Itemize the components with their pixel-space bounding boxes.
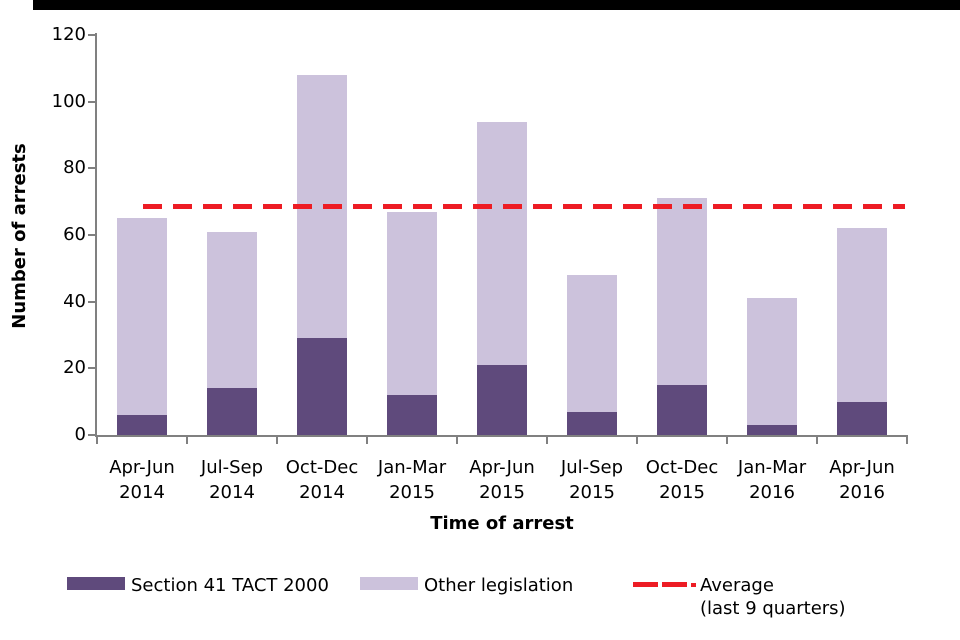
- x-tick-mark: [906, 437, 908, 444]
- bar-segment-other: [207, 231, 257, 389]
- y-tick-mark: [88, 434, 96, 436]
- x-category-label-line: 2014: [299, 482, 345, 503]
- bar-segment-section41: [387, 395, 437, 435]
- y-tick-mark: [88, 234, 96, 236]
- legend-swatch-section41: [67, 577, 125, 590]
- y-tick-label: 60: [63, 224, 86, 245]
- y-tick-label: 40: [63, 290, 86, 312]
- bar-segment-other: [387, 211, 437, 395]
- bar-segment-section41: [747, 425, 797, 435]
- x-tick-mark: [636, 437, 638, 444]
- x-category-label-line: 2014: [209, 482, 255, 503]
- x-tick-mark: [186, 437, 188, 444]
- bar-segment-section41: [117, 415, 167, 435]
- x-category-label: Apr-Jun 2015: [454, 455, 550, 505]
- legend-red-dash: [662, 582, 687, 587]
- x-category-label: Jul-Sep 2014: [184, 455, 280, 505]
- x-category-label-line: Jul-Sep: [560, 457, 624, 478]
- y-tick-label: 120: [51, 24, 86, 45]
- bar-segment-section41: [567, 411, 617, 435]
- bar-segment-other: [567, 275, 617, 412]
- legend-red-dash: [633, 582, 658, 587]
- bar-segment-section41: [657, 385, 707, 435]
- x-category-label-line: 2015: [569, 482, 615, 503]
- bar-segment-other: [657, 198, 707, 385]
- x-category-label: Apr-Jun 2014: [94, 455, 190, 505]
- x-category-label-line: 2016: [839, 482, 885, 503]
- legend-label-other: Other legislation: [424, 575, 574, 596]
- bar-segment-section41: [297, 338, 347, 435]
- x-category-label-line: Apr-Jun: [109, 457, 175, 478]
- x-category-label: Jan-Mar 2016: [724, 455, 820, 505]
- legend-label-average-line1: Average: [700, 575, 774, 596]
- top-black-bar: [33, 0, 960, 10]
- y-tick-label: 0: [74, 424, 86, 445]
- bar-segment-other: [747, 298, 797, 425]
- x-tick-mark: [96, 437, 98, 444]
- y-tick-mark: [88, 367, 96, 370]
- x-category-label-line: 2015: [389, 482, 435, 503]
- legend-swatch-other: [360, 577, 418, 590]
- legend-label-section41: Section 41 TACT 2000: [131, 575, 329, 596]
- x-category-label: Jan-Mar 2015: [364, 455, 460, 505]
- y-tick-mark: [88, 34, 96, 36]
- bar-segment-other: [117, 218, 167, 415]
- x-category-label: Oct-Dec 2014: [274, 455, 370, 505]
- x-category-label-line: Oct-Dec: [285, 457, 359, 478]
- x-tick-mark: [546, 437, 548, 444]
- x-category-label-line: 2016: [749, 482, 795, 503]
- x-category-label-line: 2015: [479, 482, 525, 503]
- x-tick-mark: [276, 437, 278, 444]
- x-category-label: Jul-Sep 2015: [544, 455, 640, 505]
- y-tick-mark: [88, 167, 96, 170]
- y-tick-label: 20: [63, 357, 86, 379]
- legend-red-dot: [691, 583, 696, 587]
- average-dashed-line: [143, 203, 905, 209]
- x-category-label-line: 2014: [119, 482, 165, 503]
- bar-segment-section41: [837, 401, 887, 435]
- bar-segment-section41: [207, 388, 257, 435]
- bar-segment-other: [837, 228, 887, 402]
- x-category-label-line: Apr-Jun: [829, 457, 895, 478]
- x-tick-mark: [366, 437, 368, 444]
- y-tick-mark: [88, 300, 96, 303]
- x-category-label-line: Jan-Mar: [377, 457, 447, 478]
- bar-segment-section41: [477, 365, 527, 435]
- bar-segment-other: [477, 121, 527, 365]
- y-tick-label: 80: [63, 157, 86, 179]
- x-category-label-line: Jul-Sep: [200, 457, 264, 478]
- x-axis-title: Time of arrest: [430, 513, 574, 534]
- x-category-label-line: Oct-Dec: [645, 457, 719, 478]
- x-category-label: Apr-Jun 2016: [814, 455, 910, 505]
- x-axis-line: [95, 435, 908, 437]
- y-tick-mark: [88, 100, 96, 103]
- x-category-label-line: Jan-Mar: [737, 457, 807, 478]
- x-tick-mark: [816, 437, 818, 444]
- x-tick-mark: [726, 437, 728, 444]
- x-category-label-line: 2015: [659, 482, 705, 503]
- y-tick-label: 100: [51, 90, 86, 112]
- x-tick-mark: [456, 437, 458, 444]
- legend-average-line-sample: [633, 582, 699, 587]
- y-axis-line: [95, 33, 97, 437]
- legend-label-average-line2: (last 9 quarters): [700, 598, 846, 619]
- x-category-label-line: Apr-Jun: [469, 457, 535, 478]
- x-category-label: Oct-Dec 2015: [634, 455, 730, 505]
